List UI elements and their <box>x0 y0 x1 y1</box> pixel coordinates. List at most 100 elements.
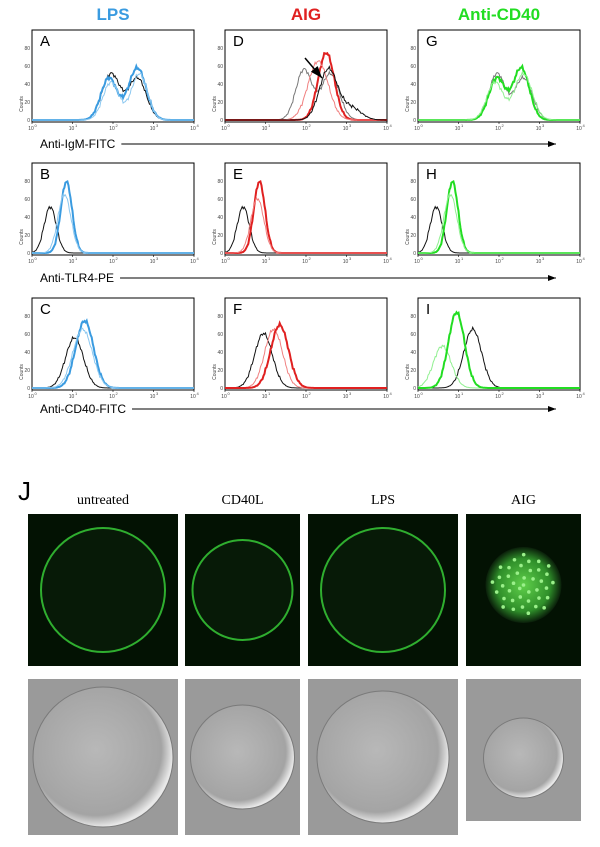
speckle <box>534 604 538 609</box>
x-tick-base: 10 <box>302 394 308 400</box>
histogram-curve <box>225 65 387 121</box>
arrow <box>304 57 323 79</box>
speckle <box>506 574 511 579</box>
speckle <box>521 552 526 557</box>
cell <box>32 686 174 828</box>
panel-letter: G <box>426 33 438 50</box>
x-tick-exponent: 3 <box>156 123 159 128</box>
x-tick-base: 10 <box>383 394 389 400</box>
x-tick-base: 10 <box>536 259 542 265</box>
panel-letter: B <box>40 166 50 183</box>
histogram-curve <box>32 180 194 254</box>
y-tick-label: 80 <box>410 179 416 185</box>
x-tick-base: 10 <box>109 126 115 132</box>
panel-letter: A <box>40 33 50 50</box>
x-tick-base: 10 <box>383 259 389 265</box>
x-tick-base: 10 <box>343 259 349 265</box>
histogram-curve <box>32 192 194 254</box>
y-axis-label: Counts <box>405 229 411 245</box>
axis-label: Anti-IgM-FITC <box>40 137 116 151</box>
condition-label: LPS <box>371 493 395 508</box>
x-tick-exponent: 3 <box>156 256 159 261</box>
y-tick-label: 60 <box>410 332 416 338</box>
y-tick-label: 60 <box>410 197 416 203</box>
x-tick-exponent: 4 <box>390 256 393 261</box>
column-header: Anti-CD40 <box>458 5 540 24</box>
y-tick-label: 80 <box>217 179 223 185</box>
x-tick-base: 10 <box>28 394 34 400</box>
speckle <box>511 607 516 612</box>
x-tick-base: 10 <box>69 259 75 265</box>
panel-letter: H <box>426 166 437 183</box>
histogram-curve <box>417 205 580 254</box>
histogram-curve <box>32 335 194 389</box>
speckle <box>535 588 539 592</box>
cell <box>316 690 450 824</box>
cell <box>190 704 295 810</box>
histogram-curve <box>418 180 580 254</box>
y-tick-label: 0 <box>27 386 30 392</box>
x-tick-exponent: 2 <box>309 256 312 261</box>
x-tick-exponent: 0 <box>421 391 424 396</box>
y-tick-label: 40 <box>24 215 30 221</box>
x-tick-exponent: 3 <box>349 123 352 128</box>
x-tick-exponent: 1 <box>75 391 78 396</box>
x-tick-base: 10 <box>455 394 461 400</box>
histogram-curve <box>418 310 580 389</box>
x-tick-exponent: 1 <box>268 391 271 396</box>
panel-letter: F <box>233 301 242 318</box>
x-tick-base: 10 <box>536 394 542 400</box>
y-tick-label: 0 <box>220 118 223 124</box>
x-tick-base: 10 <box>414 394 420 400</box>
y-tick-label: 0 <box>220 386 223 392</box>
speckle <box>522 576 526 580</box>
histogram-curve <box>418 70 580 121</box>
plot-frame <box>31 29 195 123</box>
x-tick-exponent: 2 <box>502 256 505 261</box>
speckle <box>542 606 546 610</box>
y-tick-label: 20 <box>24 368 30 374</box>
x-tick-base: 10 <box>109 259 115 265</box>
x-tick-base: 10 <box>221 126 227 132</box>
histogram-curve <box>418 325 580 389</box>
x-tick-base: 10 <box>576 126 582 132</box>
x-tick-exponent: 1 <box>461 391 464 396</box>
speckle <box>501 605 505 609</box>
speckle <box>527 559 531 564</box>
y-axis-label: Counts <box>19 229 25 245</box>
x-tick-base: 10 <box>221 259 227 265</box>
plot-frame <box>417 29 581 123</box>
membrane-ring <box>320 527 446 653</box>
x-tick-exponent: 1 <box>268 123 271 128</box>
speckle <box>517 586 522 591</box>
y-tick-label: 80 <box>410 314 416 320</box>
cell <box>483 717 564 799</box>
x-tick-base: 10 <box>495 394 501 400</box>
y-tick-label: 20 <box>410 100 416 106</box>
x-tick-base: 10 <box>221 394 227 400</box>
speckle <box>546 564 551 568</box>
speckle <box>539 579 544 583</box>
x-tick-exponent: 2 <box>502 391 505 396</box>
histogram-curve <box>32 327 194 389</box>
speckle <box>536 559 541 564</box>
y-axis-label: Counts <box>212 229 218 245</box>
histogram-curve <box>225 320 387 389</box>
x-tick-base: 10 <box>414 259 420 265</box>
speckle <box>526 599 531 603</box>
y-tick-label: 40 <box>410 350 416 356</box>
x-tick-base: 10 <box>28 259 34 265</box>
y-tick-label: 40 <box>410 82 416 88</box>
axis-label: Anti-CD40-FITC <box>40 402 126 416</box>
x-tick-base: 10 <box>190 126 196 132</box>
speckle <box>510 598 515 603</box>
y-tick-label: 0 <box>413 251 416 257</box>
histogram-curve <box>225 327 387 389</box>
speckle <box>500 584 505 588</box>
x-tick-base: 10 <box>69 126 75 132</box>
